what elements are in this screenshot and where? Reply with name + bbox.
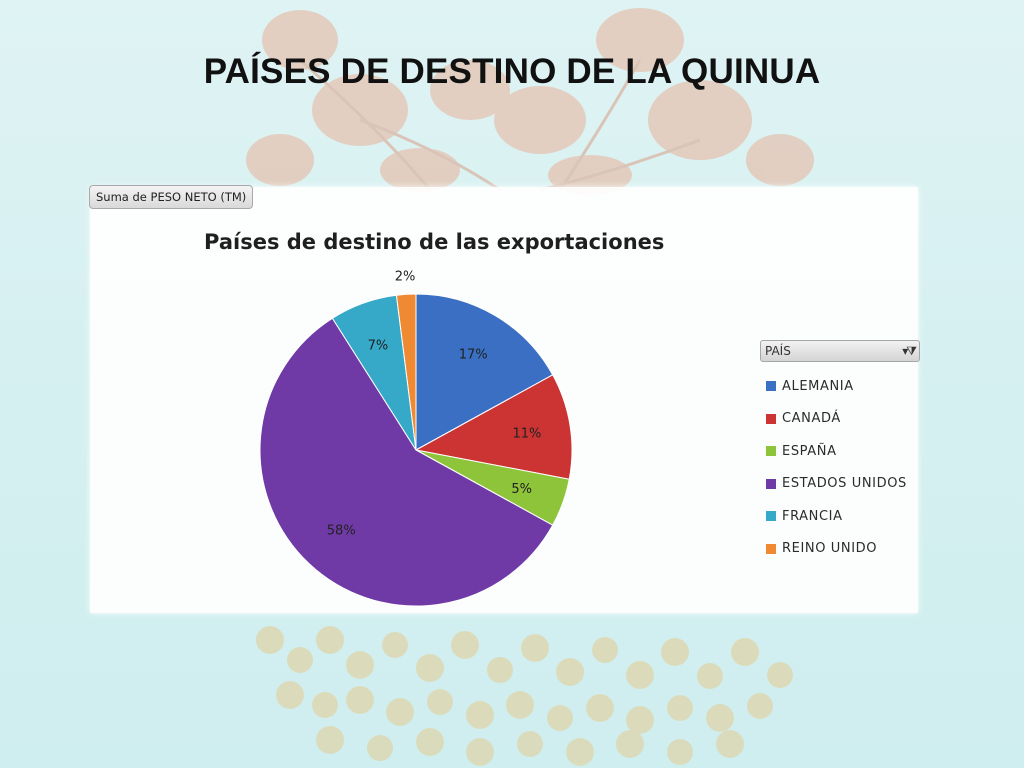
- legend-item-espana: ESPAÑA: [766, 435, 907, 468]
- legend-swatch: [766, 478, 776, 489]
- legend-item-alemania: ALEMANIA: [766, 370, 907, 403]
- legend-label: FRANCIA: [782, 508, 843, 524]
- legend-swatch: [766, 413, 776, 424]
- filter-dropdown-icon[interactable]: ▾⧩: [902, 343, 917, 358]
- legend-label: ESPAÑA: [782, 443, 837, 459]
- legend-label: ALEMANIA: [782, 378, 854, 394]
- legend-swatch: [766, 543, 776, 554]
- legend-swatch: [766, 381, 776, 392]
- chart-title: Países de destino de las exportaciones: [204, 230, 665, 254]
- pie-slice-reino-unido[interactable]: [395, 293, 417, 451]
- legend-label: CANADÁ: [782, 411, 841, 427]
- legend-item-reino-unido: REINO UNIDO: [766, 533, 907, 566]
- legend-item-canada: CANADÁ: [766, 403, 907, 436]
- legend-field-label: PAÍS: [765, 344, 791, 358]
- pie-slice-canada[interactable]: [414, 374, 573, 480]
- legend-swatch: [766, 511, 776, 522]
- legend-label: REINO UNIDO: [782, 541, 878, 557]
- chart-legend: ALEMANIA CANADÁ ESPAÑA ESTADOS UNIDOS FRANCI…: [766, 370, 907, 565]
- legend-swatch: [766, 446, 776, 457]
- pie-slice-estados-unidos[interactable]: [259, 317, 554, 607]
- value-field-button[interactable]: Suma de PESO NETO (TM): [89, 185, 254, 209]
- pie-slice-alemania[interactable]: [415, 293, 554, 451]
- legend-item-estados-unidos: ESTADOS UNIDOS: [766, 468, 907, 501]
- legend-label: ESTADOS UNIDOS: [782, 476, 907, 492]
- slide-title: PAÍSES DE DESTINO DE LA QUINUA: [203, 52, 821, 91]
- legend-item-francia: FRANCIA: [766, 500, 907, 533]
- legend-field-header[interactable]: PAÍS ▾⧩: [760, 340, 920, 362]
